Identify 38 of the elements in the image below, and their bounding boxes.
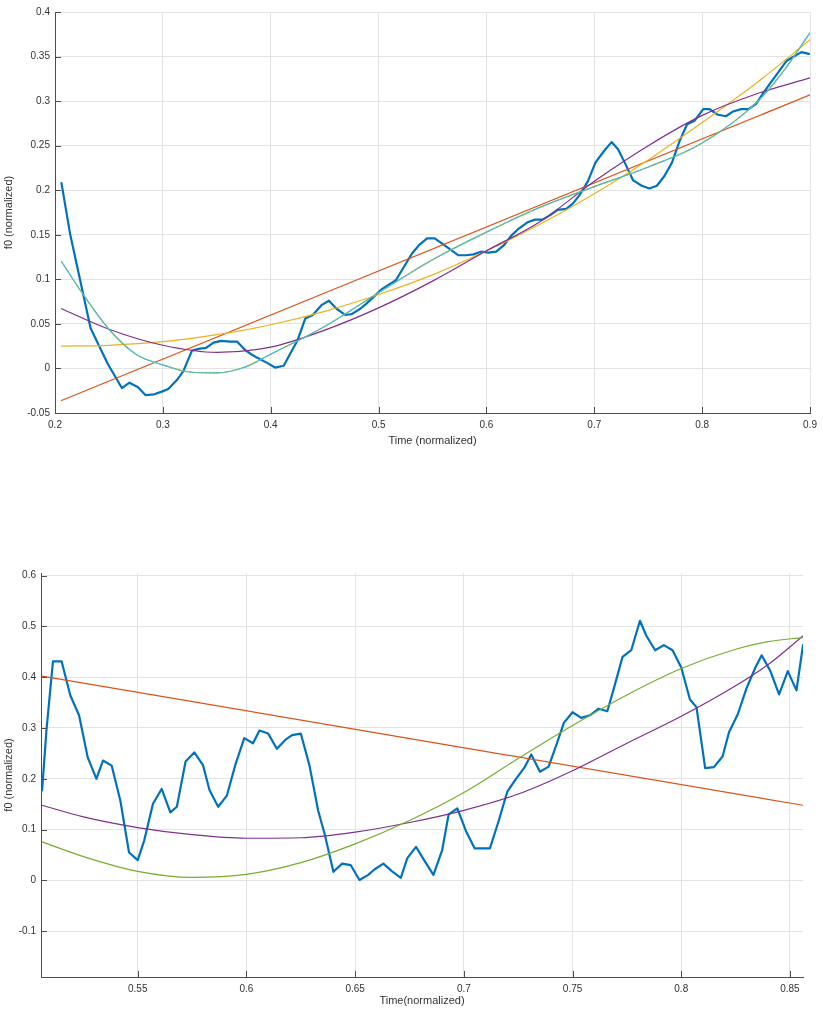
- y-tick-label: 0: [44, 362, 51, 374]
- x-axis-title: Time(normalized): [379, 994, 465, 1007]
- y-tick-label: 0.15: [30, 228, 51, 240]
- x-tick-label: 0.2: [48, 418, 63, 430]
- line-series: [41, 635, 803, 839]
- x-tick-label: 0.55: [128, 982, 148, 994]
- x-tick-label: 0.6: [479, 418, 494, 430]
- y-tick-label: 0.2: [36, 183, 51, 195]
- x-axis-title: Time (normalized): [388, 434, 477, 447]
- y-tick-label: 0.5: [22, 620, 37, 632]
- x-tick-label: 0.9: [803, 418, 818, 430]
- x-tick-label: 0.7: [456, 982, 472, 994]
- y-tick-label: 0.4: [36, 5, 51, 17]
- x-tick-label: 0.6: [239, 982, 254, 994]
- y-tick-label: -0.1: [18, 925, 37, 937]
- x-tick-label: 0.65: [345, 982, 366, 994]
- y-tick-label: 0.2: [22, 772, 37, 784]
- y-tick-label: 0.25: [30, 139, 51, 151]
- y-tick-label: 0.1: [22, 823, 37, 835]
- y-tick-label: 0.3: [36, 94, 51, 106]
- y-tick-label: 0.35: [30, 50, 51, 62]
- y-axis-title: f0 (normalized): [1, 175, 14, 250]
- y-tick-label: 0.1: [36, 273, 51, 285]
- y-tick-label: 0.6: [22, 569, 37, 581]
- x-tick-label: 0.4: [263, 418, 279, 430]
- y-axis-title: f0 (normalized): [1, 738, 14, 812]
- y-tick-label: 0: [30, 874, 37, 886]
- x-tick-label: 0.7: [587, 418, 602, 430]
- x-tick-label: 0.85: [780, 982, 801, 994]
- x-tick-label: 0.8: [674, 982, 689, 994]
- y-tick-label: 0.4: [22, 670, 37, 682]
- x-tick-label: 0.5: [371, 418, 386, 430]
- x-tick-label: 0.3: [155, 418, 171, 430]
- y-tick-label: 0.05: [30, 317, 51, 329]
- y-tick-label: -0.05: [27, 406, 51, 418]
- x-tick-label: 0.75: [562, 982, 583, 994]
- x-tick-label: 0.8: [695, 418, 710, 430]
- y-tick-label: 0.3: [22, 721, 37, 733]
